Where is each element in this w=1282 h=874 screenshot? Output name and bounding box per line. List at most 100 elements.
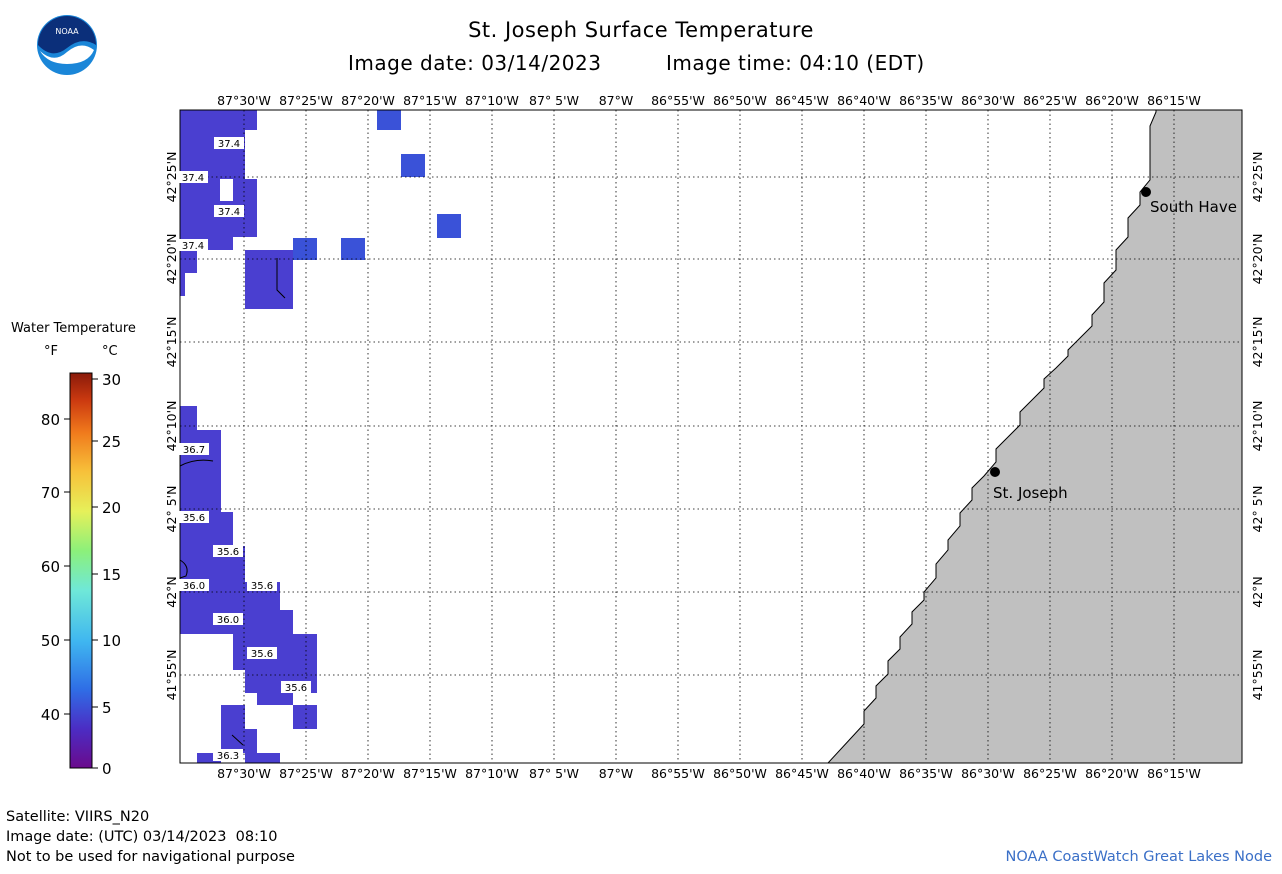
longitude-label: 86°15'W	[1147, 93, 1201, 108]
legend-f-label: 80	[41, 411, 60, 429]
svg-text:NOAA: NOAA	[55, 27, 79, 36]
longitude-label: 86°15'W	[1147, 766, 1201, 781]
legend-colorbar	[69, 372, 93, 769]
legend-c-label: 15	[102, 566, 121, 584]
longitude-label: 86°40'W	[837, 93, 891, 108]
legend-c-label: 20	[102, 499, 121, 517]
longitude-label: 87°15'W	[403, 93, 457, 108]
isotherm-lines	[179, 258, 286, 746]
temperature-label-bg	[214, 137, 244, 149]
longitude-label: 87° 5'W	[529, 93, 579, 108]
legend-f-label: 50	[41, 632, 60, 650]
legend-unit-c: °C	[102, 344, 118, 359]
temperature-value-labels: 37.4 37.4 37.4 37.4 36.7 35.6 35.6 36.0 35.6 36.0…	[178, 137, 311, 762]
map-title: St. Joseph Surface Temperature	[468, 18, 814, 42]
latitude-label: 42°25'N	[1250, 152, 1265, 203]
temperature-label-bg	[214, 205, 244, 217]
latitude-label: 42°15'N	[164, 317, 179, 368]
legend-title: Water Temperature	[11, 321, 136, 336]
longitude-label: 86°50'W	[713, 766, 767, 781]
longitude-label: 86°30'W	[961, 766, 1015, 781]
credit-link[interactable]: NOAA CoastWatch Great Lakes Node	[1005, 849, 1272, 865]
temperature-label-bg	[281, 681, 311, 693]
longitude-label: 86°20'W	[1085, 93, 1139, 108]
image-date: Image date: 03/14/2023	[348, 51, 602, 75]
latitude-label: 42°N	[164, 576, 179, 608]
satellite-info: Satellite: VIIRS_N20	[6, 809, 150, 825]
latitude-label: 42°20'N	[164, 234, 179, 285]
longitude-label: 86°55'W	[651, 766, 705, 781]
st-joseph-label: St. Joseph	[993, 484, 1068, 502]
longitude-label: 86°55'W	[651, 93, 705, 108]
longitude-label: 86°40'W	[837, 766, 891, 781]
longitude-label: 86°45'W	[775, 766, 829, 781]
noaa-logo: NOAA	[37, 15, 97, 75]
temperature-label: 37.4	[182, 241, 204, 252]
land-area	[827, 110, 1242, 763]
latitude-label: 42°15'N	[1250, 317, 1265, 368]
legend-ticks	[64, 378, 98, 769]
longitude-label: 86°50'W	[713, 93, 767, 108]
image-time: Image time: 04:10 (EDT)	[666, 51, 925, 75]
utc-date: Image date: (UTC) 03/14/2023 08:10	[6, 829, 278, 845]
temperature-label-bg	[179, 579, 209, 591]
longitude-label: 87° 5'W	[529, 766, 579, 781]
latitude-label: 42°20'N	[1250, 234, 1265, 285]
longitude-label: 86°35'W	[899, 766, 953, 781]
temperature-label: 35.6	[183, 513, 205, 524]
temperature-label: 35.6	[251, 649, 273, 660]
legend-f-label: 60	[41, 558, 60, 576]
map-frame	[179, 109, 1243, 764]
legend-f-label: 40	[41, 706, 60, 724]
latitude-label: 42° 5'N	[1250, 486, 1265, 533]
temperature-label-bg	[179, 443, 209, 455]
isolated-cells	[293, 110, 461, 260]
legend-f-label: 70	[41, 484, 60, 502]
longitude-label: 87°25'W	[279, 766, 333, 781]
temperature-label-bg	[247, 579, 277, 591]
temperature-label-bg	[178, 171, 208, 183]
latitude-label: 42°10'N	[1250, 401, 1265, 452]
legend-c-label: 25	[102, 433, 121, 451]
longitude-label: 86°30'W	[961, 93, 1015, 108]
longitude-label: 86°25'W	[1023, 93, 1077, 108]
graticule	[180, 110, 1242, 763]
legend-unit-f: °F	[44, 344, 58, 359]
latitude-label: 42° 5'N	[164, 486, 179, 533]
longitude-label: 87°30'W	[217, 766, 271, 781]
temperature-label: 35.6	[251, 581, 273, 592]
temperature-label-bg	[247, 647, 277, 659]
longitude-labels-top: 87°30'W 87°25'W 87°20'W 87°15'W 87°10'W 87° 5…	[217, 93, 1201, 108]
legend-fahrenheit-labels: 80 70 60 50 40	[41, 411, 60, 724]
temperature-label: 35.6	[285, 683, 307, 694]
temperature-label: 36.0	[217, 615, 239, 626]
longitude-label: 87°W	[599, 766, 634, 781]
legend-c-label: 5	[102, 699, 112, 717]
st-joseph-marker	[990, 467, 1000, 477]
longitude-label: 87°W	[599, 93, 634, 108]
latitude-labels-right: 42°25'N 42°20'N 42°15'N 42°10'N 42° 5'N 42°N 4…	[1250, 152, 1265, 701]
south-haven-marker	[1141, 187, 1151, 197]
longitude-label: 87°25'W	[279, 93, 333, 108]
temperature-label-bg	[178, 239, 208, 251]
longitude-label: 87°15'W	[403, 766, 457, 781]
temperature-label-bg	[213, 613, 243, 625]
latitude-label: 41°55'N	[164, 650, 179, 701]
legend-c-label: 10	[102, 632, 121, 650]
temperature-label: 37.4	[218, 139, 240, 150]
temperature-label: 35.6	[217, 547, 239, 558]
disclaimer: Not to be used for navigational purpose	[6, 849, 295, 865]
longitude-label: 87°30'W	[217, 93, 271, 108]
longitude-labels-bottom: 87°30'W 87°25'W 87°20'W 87°15'W 87°10'W 87° 5…	[217, 766, 1201, 781]
water-temperature-cells	[180, 110, 317, 763]
latitude-labels-left: 42°25'N 42°20'N 42°15'N 42°10'N 42° 5'N 42°N 4…	[164, 152, 179, 701]
temperature-label: 36.0	[183, 581, 205, 592]
temperature-label-bg	[179, 511, 209, 523]
legend-c-label: 0	[102, 760, 112, 778]
longitude-label: 86°25'W	[1023, 766, 1077, 781]
latitude-label: 42°N	[1250, 576, 1265, 608]
temperature-label: 36.7	[183, 445, 205, 456]
longitude-label: 86°35'W	[899, 93, 953, 108]
legend-celsius-labels: 30 25 20 15 10 5 0	[102, 371, 121, 778]
